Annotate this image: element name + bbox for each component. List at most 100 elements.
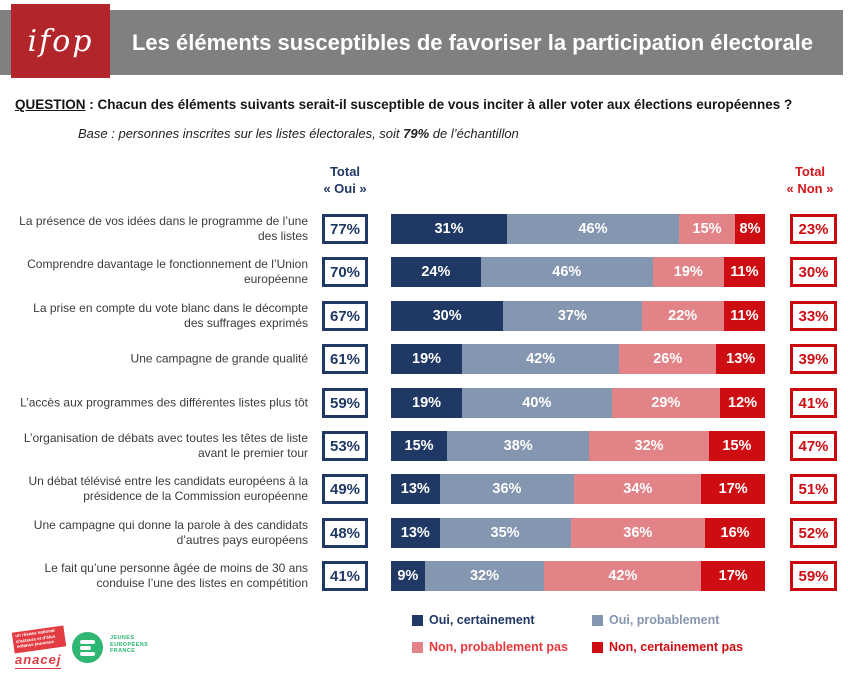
total-non-header-line1: Total <box>794 164 826 179</box>
bar-segment: 9% <box>391 561 425 591</box>
total-oui-value: 41% <box>322 561 368 591</box>
row-label-line: La prise en compte du vote blanc dans le… <box>33 301 308 315</box>
legend-item: Oui, probablement <box>592 613 719 628</box>
page-title: Les éléments susceptibles de favoriser l… <box>131 30 814 55</box>
stacked-bar: 13% 35% 36% 16% <box>391 518 765 548</box>
bar-segment: 15% <box>678 214 736 244</box>
ifop-logo: ifop <box>11 4 110 78</box>
bar-segment: 22% <box>641 301 724 331</box>
bar-segment: 35% <box>439 518 571 548</box>
total-non-value: 52% <box>790 518 837 548</box>
question-label: QUESTION <box>15 97 86 112</box>
stacked-bar: 19% 40% 29% 12% <box>391 388 765 418</box>
total-non-header-line2: « Non » <box>786 181 834 196</box>
header-band: Les éléments susceptibles de favoriser l… <box>0 10 843 75</box>
total-non-value: 51% <box>790 474 837 504</box>
row-label-line: Le fait qu’une personne âgée de moins de… <box>44 561 308 575</box>
total-oui-header-line2: « Oui » <box>323 181 367 196</box>
bar-segment: 19% <box>652 257 724 287</box>
chart-row: Un débat télévisé entre les candidats eu… <box>0 474 848 504</box>
bar-segment: 36% <box>570 518 706 548</box>
row-label-line: conduise l’une des listes en compétition <box>96 576 308 590</box>
bar-segment: 40% <box>462 388 612 418</box>
row-label-line: Un débat télévisé entre les candidats eu… <box>28 474 308 488</box>
base-note: Base : personnes inscrites sur les liste… <box>78 126 698 141</box>
stacked-bar: 19% 42% 26% 13% <box>391 344 765 374</box>
bar-segment: 42% <box>462 344 620 374</box>
row-label-line: présidence de la Commission européenne <box>83 489 308 503</box>
question-line: QUESTION : Chacun des éléments suivants … <box>15 97 835 112</box>
row-label-line: avant le premier tour <box>197 446 308 460</box>
bar-segment: 42% <box>544 561 702 591</box>
bar-segment: 13% <box>391 518 440 548</box>
bar-segment: 12% <box>720 388 765 418</box>
jef-text-line3: FRANCE <box>110 648 136 654</box>
bar-segment: 32% <box>589 431 709 461</box>
bar-segment: 26% <box>619 344 717 374</box>
jef-logo-bar <box>80 645 91 650</box>
bar-segment: 11% <box>723 257 765 287</box>
bar-segment: 8% <box>735 214 765 244</box>
row-label-line: d’autres pays européens <box>176 533 308 547</box>
bar-segment: 46% <box>506 214 679 244</box>
bar-segment: 32% <box>424 561 545 591</box>
jeunes-europeens-logo-icon <box>72 632 103 663</box>
chart-row: La présence de vos idées dans le program… <box>0 214 848 244</box>
total-non-value: 41% <box>790 388 837 418</box>
stacked-bar: 30% 37% 22% 11% <box>391 301 765 331</box>
total-non-value: 33% <box>790 301 837 331</box>
row-label: L’organisation de débats avec toutes les… <box>0 431 308 461</box>
chart-row: Comprendre davantage le fonctionnement d… <box>0 257 848 287</box>
bar-segment: 24% <box>391 257 481 287</box>
row-label: Une campagne qui donne la parole à des c… <box>0 518 308 548</box>
chart-row: L’organisation de débats avec toutes les… <box>0 431 848 461</box>
row-label: Le fait qu’une personne âgée de moins de… <box>0 561 308 591</box>
jef-text-line2: EUROPÉENS <box>110 641 149 648</box>
bar-segment: 29% <box>611 388 721 418</box>
total-oui-header: Total « Oui » <box>314 163 376 197</box>
row-label-line: des listes <box>257 229 308 243</box>
row-label: La présence de vos idées dans le program… <box>0 214 308 244</box>
total-oui-value: 53% <box>322 431 368 461</box>
bar-segment: 38% <box>447 431 590 461</box>
bar-segment: 30% <box>391 301 504 331</box>
legend-item: Non, certainement pas <box>592 640 743 655</box>
bar-segment: 34% <box>574 474 702 504</box>
question-text: : Chacun des éléments suivants serait-il… <box>85 97 793 112</box>
chart-row: Une campagne qui donne la parole à des c… <box>0 518 848 548</box>
chart-row: La prise en compte du vote blanc dans le… <box>0 301 848 331</box>
legend-swatch <box>592 615 603 626</box>
legend-label: Oui, certainement <box>429 613 535 627</box>
legend-item: Non, probablement pas <box>412 640 568 655</box>
base-note-percent: 79% <box>403 126 430 141</box>
jeunes-europeens-logo-text: JEUNES EUROPÉENS FRANCE <box>110 635 148 655</box>
stacked-bar: 31% 46% 15% 8% <box>391 214 765 244</box>
footer-logos: un réseau national d’acteurs et d’élus e… <box>10 625 190 674</box>
total-oui-value: 77% <box>322 214 368 244</box>
legend-label: Oui, probablement <box>609 613 720 627</box>
legend-swatch <box>412 642 423 653</box>
anacej-logo-banner: un réseau national d’acteurs et d’élus e… <box>11 625 67 654</box>
chart-row: L’accès aux programmes des différentes l… <box>0 388 848 418</box>
bar-segment: 15% <box>708 431 765 461</box>
chart-row: Une campagne de grande qualité 61% 19% 42% 2… <box>0 344 848 374</box>
bar-segment: 19% <box>391 344 463 374</box>
row-label-line: Une campagne de grande qualité <box>130 351 308 366</box>
total-non-header: Total « Non » <box>781 163 839 197</box>
anacej-logo-name: anacej <box>15 652 62 669</box>
row-label-line: La présence de vos idées dans le program… <box>19 214 308 228</box>
total-oui-value: 67% <box>322 301 368 331</box>
base-note-prefix: Base : personnes inscrites sur les liste… <box>78 126 404 141</box>
total-non-value: 30% <box>790 257 837 287</box>
bar-segment: 31% <box>391 214 507 244</box>
total-non-value: 59% <box>790 561 837 591</box>
stacked-bar: 24% 46% 19% 11% <box>391 257 765 287</box>
bar-segment: 13% <box>716 344 765 374</box>
total-oui-value: 70% <box>322 257 368 287</box>
chart-row: Le fait qu’une personne âgée de moins de… <box>0 561 848 591</box>
total-oui-value: 48% <box>322 518 368 548</box>
row-label-line: européenne <box>243 272 308 286</box>
bar-segment: 15% <box>391 431 448 461</box>
row-label-line: Comprendre davantage le fonctionnement d… <box>27 257 308 271</box>
